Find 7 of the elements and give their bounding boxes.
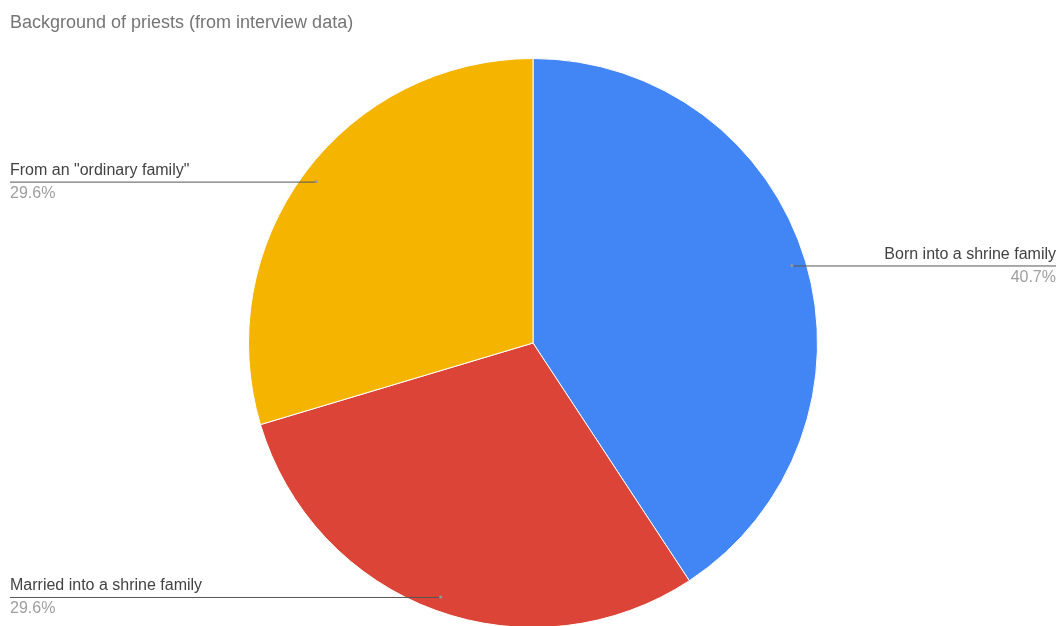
slice-label: Born into a shrine family bbox=[884, 244, 1056, 262]
data-label: 29.6% bbox=[10, 184, 56, 202]
data-label: 29.6% bbox=[10, 599, 56, 617]
data-label: 40.7% bbox=[1010, 267, 1056, 285]
slice-label: From an "ordinary family" bbox=[10, 161, 190, 179]
chart-title: Background of priests (from interview data) bbox=[10, 11, 354, 32]
slice-label: Married into a shrine family bbox=[10, 576, 203, 594]
